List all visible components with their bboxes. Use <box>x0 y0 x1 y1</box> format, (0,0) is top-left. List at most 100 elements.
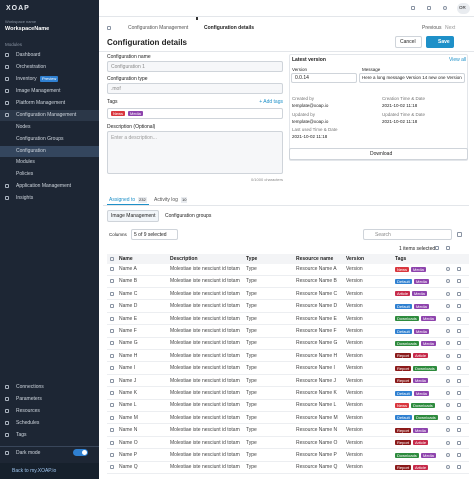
delete-icon[interactable] <box>457 267 461 271</box>
view-icon[interactable] <box>446 366 450 371</box>
select-all-checkbox[interactable] <box>110 257 114 261</box>
delete-icon[interactable] <box>457 440 461 445</box>
delete-icon[interactable] <box>457 415 461 420</box>
row-checkbox[interactable] <box>110 378 114 383</box>
row-checkbox[interactable] <box>110 465 114 470</box>
search-icon[interactable] <box>411 6 415 10</box>
row-checkbox[interactable] <box>110 391 114 395</box>
delete-icon[interactable] <box>457 403 461 408</box>
row-checkbox[interactable] <box>110 403 114 408</box>
view-icon[interactable] <box>446 316 450 321</box>
delete-icon[interactable] <box>457 316 461 321</box>
edit-icon[interactable] <box>435 246 439 250</box>
type-input[interactable] <box>107 83 283 94</box>
download-button[interactable] <box>289 148 468 160</box>
nav-item[interactable]: Platform Management <box>16 100 66 106</box>
save-button[interactable] <box>426 36 454 48</box>
previous-button[interactable]: Previous <box>422 25 442 31</box>
row-checkbox[interactable] <box>110 428 114 433</box>
footer-nav-item[interactable]: Schedules <box>16 420 40 426</box>
delete-icon[interactable] <box>457 291 461 296</box>
home-icon[interactable] <box>107 26 111 30</box>
nav-item[interactable]: Insights <box>16 195 34 201</box>
name-input[interactable] <box>107 61 283 72</box>
view-icon[interactable] <box>446 353 450 358</box>
row-checkbox[interactable] <box>110 279 114 284</box>
delete-icon[interactable] <box>457 391 461 395</box>
footer-nav-item[interactable]: Parameters <box>16 396 42 402</box>
row-checkbox[interactable] <box>110 353 114 358</box>
view-all-link[interactable]: View all <box>449 57 467 63</box>
subtab-active[interactable] <box>107 210 159 222</box>
description-input[interactable] <box>107 131 283 174</box>
row-checkbox[interactable] <box>110 341 114 346</box>
view-icon[interactable] <box>446 391 450 395</box>
subnav-item[interactable]: Configuration <box>16 147 46 154</box>
columns-select[interactable] <box>131 229 178 240</box>
tab[interactable]: Assigned to <box>109 197 136 203</box>
view-icon[interactable] <box>446 428 450 433</box>
nav-item[interactable]: Dashboard <box>16 52 41 58</box>
view-icon[interactable] <box>446 403 450 408</box>
nav-item[interactable]: Inventory <box>16 76 37 82</box>
row-checkbox[interactable] <box>110 415 114 420</box>
row-checkbox[interactable] <box>110 316 114 321</box>
view-icon[interactable] <box>446 329 450 333</box>
search-input[interactable] <box>363 229 452 240</box>
row-checkbox[interactable] <box>110 304 114 309</box>
filter-icon[interactable] <box>457 232 462 237</box>
tags-input[interactable] <box>107 108 283 119</box>
delete-icon[interactable] <box>457 304 461 309</box>
subtab[interactable]: Image Management <box>111 213 156 219</box>
footer-nav-item[interactable]: Connections <box>16 384 44 390</box>
view-icon[interactable] <box>446 291 450 296</box>
add-tags-button[interactable]: + Add tags <box>259 99 283 105</box>
view-icon[interactable] <box>446 415 450 420</box>
delete-icon[interactable] <box>457 428 461 433</box>
view-icon[interactable] <box>446 341 450 346</box>
row-checkbox[interactable] <box>110 453 114 457</box>
view-icon[interactable] <box>446 378 450 383</box>
subnav-item[interactable]: Policies <box>16 171 34 178</box>
nav-item[interactable]: Image Management <box>16 88 61 94</box>
action-icon[interactable] <box>446 246 450 250</box>
row-checkbox[interactable] <box>110 366 114 371</box>
delete-icon[interactable] <box>457 353 461 358</box>
row-checkbox[interactable] <box>110 291 114 296</box>
delete-icon[interactable] <box>457 465 461 470</box>
subnav-item[interactable]: Configuration Groups <box>16 135 64 142</box>
nav-item[interactable]: Application Management <box>16 183 72 189</box>
footer-nav-item[interactable]: Resources <box>16 408 40 414</box>
delete-icon[interactable] <box>457 279 461 284</box>
view-icon[interactable] <box>446 453 450 457</box>
delete-icon[interactable] <box>457 341 461 346</box>
delete-icon[interactable] <box>457 329 461 333</box>
row-checkbox[interactable] <box>110 267 114 271</box>
cancel-button[interactable] <box>395 36 422 48</box>
breadcrumb[interactable]: Configuration Management <box>128 25 189 31</box>
view-icon[interactable] <box>446 279 450 284</box>
view-icon[interactable] <box>446 304 450 309</box>
nav-item[interactable]: Configuration Management <box>16 112 77 118</box>
row-checkbox[interactable] <box>110 329 114 333</box>
tab[interactable]: Activity log <box>154 197 178 203</box>
view-icon[interactable] <box>446 267 450 271</box>
next-button[interactable]: Next <box>445 25 456 31</box>
view-icon[interactable] <box>446 465 450 470</box>
subtab[interactable]: Configuration groups <box>165 213 212 219</box>
delete-icon[interactable] <box>457 453 461 457</box>
back-link[interactable]: Back to my.XOAP.io <box>12 468 57 474</box>
view-icon[interactable] <box>446 440 450 445</box>
delete-icon[interactable] <box>457 378 461 383</box>
delete-icon[interactable] <box>457 366 461 371</box>
bell-icon[interactable] <box>443 6 447 10</box>
subnav-item[interactable]: Modules <box>16 159 35 166</box>
dark-mode-toggle[interactable] <box>73 449 88 456</box>
workspace-name[interactable]: WorkspaceName <box>5 26 50 32</box>
subnav-item[interactable]: Nodes <box>16 124 31 130</box>
nav-item[interactable]: Orchestration <box>16 64 47 70</box>
grid-icon[interactable] <box>427 6 431 10</box>
version-select[interactable] <box>291 73 357 83</box>
footer-nav-item[interactable]: Tags <box>16 432 27 438</box>
row-checkbox[interactable] <box>110 440 114 445</box>
